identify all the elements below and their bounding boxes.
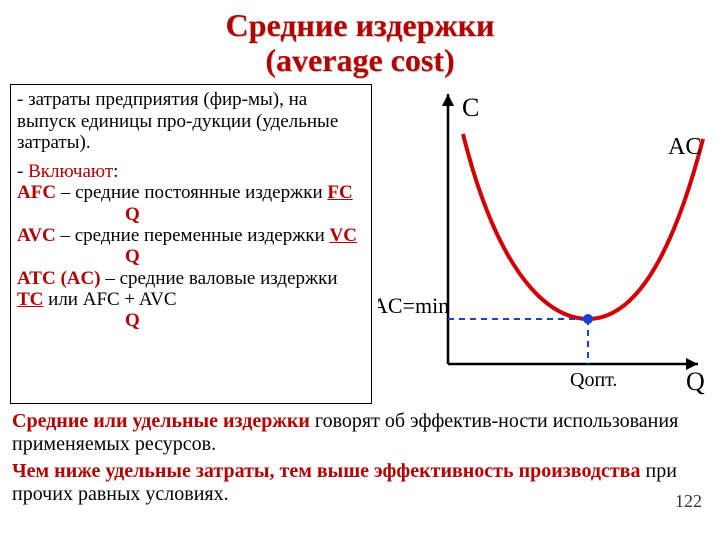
- avc-block: AVC – средние переменные издержки VC Q: [17, 225, 365, 268]
- afc-block: AFC – средние постоянные издержки FC Q: [17, 182, 365, 225]
- avc-desc: – средние переменные издержки: [56, 225, 330, 246]
- footer-text-1: Средние или удельные издержки говорят об…: [12, 410, 708, 456]
- chart-svg: C Q AC AC=min Qопт.: [378, 84, 718, 404]
- footer1-bold: Средние или удельные издержки: [12, 410, 310, 432]
- title-line1: Средние издержки: [226, 7, 495, 43]
- title-line2: (average cost): [265, 42, 454, 78]
- svg-text:Q: Q: [686, 367, 705, 396]
- svg-text:AC: AC: [668, 134, 701, 160]
- ac-chart: C Q AC AC=min Qопт.: [378, 84, 718, 404]
- page-number: 122: [675, 491, 702, 512]
- definition-text: - затраты предприятия (фир-мы), на выпус…: [17, 89, 365, 153]
- atc-tail: или AFC + AVC: [43, 289, 176, 310]
- footer-text-2: Чем ниже удельные затраты, тем выше эффе…: [12, 460, 708, 506]
- atc-num: TC: [17, 289, 43, 310]
- content-row: - затраты предприятия (фир-мы), на выпус…: [0, 84, 720, 404]
- afc-desc: – средние постоянные издержки: [56, 182, 327, 203]
- svg-text:Qопт.: Qопт.: [570, 369, 617, 391]
- atc-block: ATC (AC) – средние валовые издержки TC и…: [17, 268, 365, 332]
- definition-lead: - затраты предприятия (фир-мы), на выпус…: [17, 89, 338, 153]
- afc-num: FC: [327, 182, 352, 203]
- afc-den: Q: [125, 204, 140, 225]
- afc-abbr: AFC: [17, 182, 56, 203]
- includes-label: - Включают:: [17, 161, 365, 182]
- svg-text:AC=min: AC=min: [378, 293, 449, 318]
- avc-num: VC: [330, 225, 357, 246]
- slide-title: Средние издержки (average cost): [0, 0, 720, 78]
- footer2-bold: Чем ниже удельные затраты, тем выше эффе…: [12, 460, 641, 482]
- avc-den: Q: [125, 246, 140, 267]
- atc-den: Q: [125, 310, 140, 331]
- svg-text:C: C: [462, 93, 479, 122]
- avc-abbr: AVC: [17, 225, 56, 246]
- atc-abbr: ATC (AC): [17, 268, 101, 289]
- atc-desc: – средние валовые издержки: [101, 268, 338, 289]
- definition-box: - затраты предприятия (фир-мы), на выпус…: [10, 84, 372, 404]
